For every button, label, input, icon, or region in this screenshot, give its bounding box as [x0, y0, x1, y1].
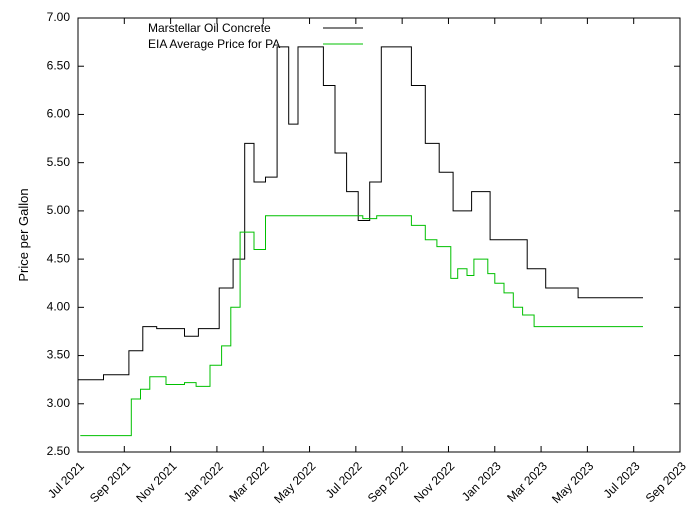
- y-tick-label: 3.50: [47, 348, 71, 362]
- y-tick-label: 5.00: [47, 203, 71, 217]
- y-tick-label: 4.50: [47, 251, 71, 265]
- legend-label: Marstellar Oil Concrete: [148, 21, 271, 35]
- y-tick-label: 2.50: [47, 444, 71, 458]
- y-tick-label: 5.50: [47, 155, 71, 169]
- y-tick-label: 4.00: [47, 300, 71, 314]
- y-tick-label: 6.50: [47, 58, 71, 72]
- price-chart: 2.50 3.00 3.50 4.00 4.50 5.00 5.50 6.00 6.50 7.00…: [0, 0, 700, 525]
- y-tick-label: 3.00: [47, 396, 71, 410]
- y-tick-label: 7.00: [47, 10, 71, 24]
- legend-label: EIA Average Price for PA: [148, 37, 280, 51]
- y-axis-label: Price per Gallon: [16, 188, 31, 281]
- chart-background: [0, 0, 700, 525]
- y-tick-label: 6.00: [47, 107, 71, 121]
